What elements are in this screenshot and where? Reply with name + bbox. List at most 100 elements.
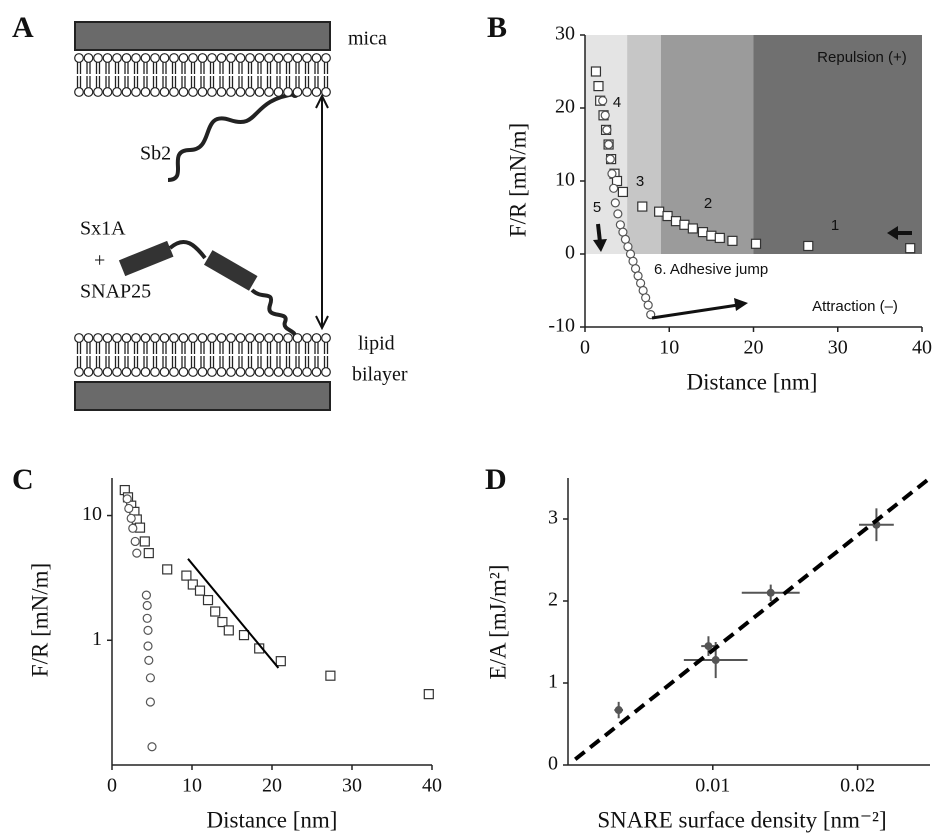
lipid-head bbox=[216, 87, 227, 97]
square-point bbox=[687, 223, 698, 234]
lipid-head bbox=[321, 333, 331, 343]
lipid-head bbox=[169, 333, 179, 343]
circle-point bbox=[598, 96, 608, 106]
lipid-head bbox=[321, 367, 331, 377]
lipid-head bbox=[83, 53, 94, 63]
circle-point bbox=[132, 548, 142, 558]
lipid-head bbox=[93, 53, 103, 63]
lipid-head bbox=[273, 87, 284, 97]
lipid-head bbox=[93, 87, 103, 97]
square-point bbox=[217, 616, 228, 628]
label: bilayer bbox=[352, 364, 408, 386]
lipid-head bbox=[140, 367, 151, 377]
lipid-head bbox=[121, 53, 132, 63]
lipid-head bbox=[188, 367, 198, 377]
lipid-head bbox=[302, 53, 312, 63]
lipid-head bbox=[102, 87, 113, 97]
lipid-head bbox=[188, 53, 198, 63]
lipid-head bbox=[169, 53, 179, 63]
lipid-head bbox=[121, 333, 132, 343]
lipid-head bbox=[178, 367, 189, 377]
point bbox=[766, 588, 775, 597]
label: Sx1A bbox=[80, 218, 126, 240]
x-axis-label: Distance [nm] bbox=[207, 807, 338, 832]
lipid-head bbox=[74, 87, 84, 97]
x-tick-label: 0 bbox=[107, 775, 117, 797]
lipid-head bbox=[188, 87, 198, 97]
circle-point bbox=[643, 300, 653, 310]
lipid-head bbox=[207, 87, 217, 97]
lipid-head bbox=[254, 87, 265, 97]
panel-letter: D bbox=[485, 463, 507, 496]
square-point bbox=[423, 689, 434, 700]
lipid-head bbox=[254, 53, 265, 63]
arrow bbox=[651, 303, 739, 320]
x-tick-label: 0 bbox=[580, 337, 590, 359]
y-tick-label: 0 bbox=[548, 753, 558, 775]
x-tick-label: 30 bbox=[342, 775, 362, 797]
lipid-head bbox=[197, 53, 208, 63]
lipid-head bbox=[178, 87, 189, 97]
arrow-head bbox=[887, 226, 898, 240]
y-axis-label: E/A [mJ/m²] bbox=[485, 565, 510, 680]
lipid-head bbox=[216, 367, 227, 377]
x-tick-label: 20 bbox=[744, 337, 764, 359]
circle-point bbox=[603, 139, 614, 150]
x-tick-label: 20 bbox=[262, 775, 282, 797]
lipid-head bbox=[121, 367, 132, 377]
lipid-head bbox=[140, 333, 151, 343]
mica-sheet bbox=[74, 381, 331, 411]
lipid-head bbox=[112, 53, 122, 63]
region bbox=[627, 35, 661, 254]
lipid-head bbox=[226, 87, 236, 97]
label: Sb2 bbox=[140, 143, 171, 165]
lipid-head bbox=[245, 333, 255, 343]
circle-point bbox=[122, 494, 132, 504]
lipid-head bbox=[83, 333, 94, 343]
lipid-head bbox=[264, 367, 274, 377]
y-tick-label: 1 bbox=[548, 671, 558, 693]
lipid-head bbox=[150, 367, 160, 377]
arrow-head bbox=[593, 239, 607, 252]
lipid-head bbox=[93, 367, 103, 377]
circle-point bbox=[126, 513, 136, 523]
lipid-head bbox=[311, 87, 322, 97]
lipid-head bbox=[283, 367, 293, 377]
point bbox=[711, 656, 720, 665]
panel-letter: C bbox=[12, 463, 34, 496]
square-point bbox=[654, 206, 665, 217]
helix bbox=[118, 240, 174, 277]
square-point bbox=[238, 630, 250, 641]
lipid-head bbox=[121, 87, 132, 97]
lipid-head bbox=[197, 333, 208, 343]
lipid-head bbox=[112, 87, 122, 97]
square-point bbox=[162, 564, 173, 575]
lipid-head bbox=[273, 53, 284, 63]
annotation: 4 bbox=[613, 94, 621, 111]
lipid-head bbox=[264, 87, 274, 97]
square-point bbox=[139, 536, 150, 547]
mica-sheet bbox=[74, 21, 331, 51]
square-point bbox=[697, 227, 709, 238]
lipid-head bbox=[216, 333, 227, 343]
square-point bbox=[803, 240, 814, 252]
square-point bbox=[223, 625, 234, 636]
point bbox=[614, 706, 623, 715]
arrow-head bbox=[734, 298, 748, 311]
circle-point bbox=[613, 209, 623, 219]
lipid-head bbox=[140, 87, 151, 97]
circle-point bbox=[124, 503, 134, 514]
square-point bbox=[714, 232, 725, 244]
circle-point bbox=[600, 110, 610, 120]
lipid-head bbox=[302, 367, 312, 377]
lipid-head bbox=[83, 367, 94, 377]
lipid-head bbox=[131, 333, 141, 343]
lipid-head bbox=[283, 333, 293, 343]
y-tick-label: 1 bbox=[92, 628, 102, 650]
circle-point bbox=[143, 641, 153, 651]
circle-point bbox=[610, 198, 620, 208]
lipid-head bbox=[302, 87, 312, 97]
lipid-head bbox=[273, 367, 284, 377]
square-point bbox=[202, 594, 214, 606]
diagram-a: A mica Sb2 Sx1A + SNAP25 lipid bilayer bbox=[12, 11, 408, 411]
